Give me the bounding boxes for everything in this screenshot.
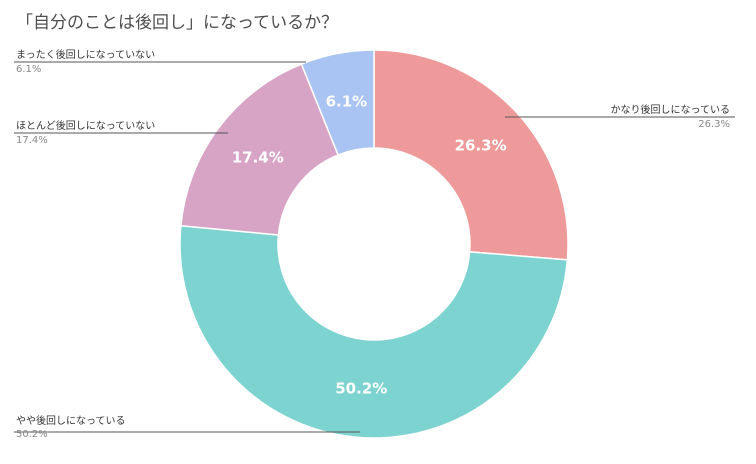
chart-title: 「自分のことは後回し」になっているか？ [16,13,339,33]
donut-slice [179,224,569,439]
legend-value: 6.1% [16,64,41,75]
slice-percent-label: 50.2% [335,379,387,397]
donut-slice [180,63,340,236]
legend-category-name: かなり後回しになっている [611,103,731,116]
legend-value: 50.2% [16,429,48,440]
legend-category-name: まったく後回しになっていない [16,48,155,61]
donut-slice [300,49,375,156]
donut-slice [373,49,569,261]
slice-percent-label: 17.4% [232,148,284,166]
legend-value: 17.4% [16,135,48,146]
legend-category-name: やや後回しになっている [16,414,126,427]
legend-category-name: ほとんど後回しになっていない [16,119,155,132]
slice-percent-label: 6.1% [326,93,368,111]
slice-percent-label: 26.3% [455,137,507,155]
legend-value: 26.3% [698,119,730,130]
